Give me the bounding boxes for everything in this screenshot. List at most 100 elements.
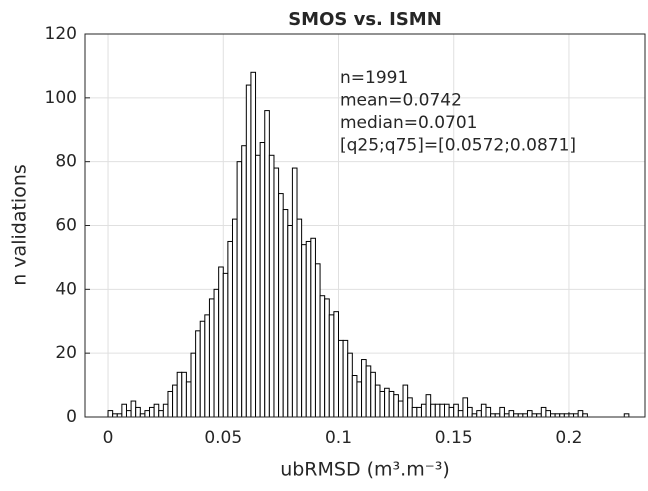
bar [420, 403, 427, 418]
bar [448, 406, 455, 418]
bar [379, 390, 386, 418]
bar [144, 410, 151, 418]
bar [467, 406, 473, 418]
bar [402, 384, 409, 418]
bar [577, 410, 584, 418]
bar [333, 311, 339, 418]
bar [268, 154, 275, 418]
bar [149, 406, 155, 418]
bar [222, 272, 229, 418]
bar [208, 298, 215, 418]
x-tick-label: 0.1 [325, 428, 352, 448]
bar [314, 263, 321, 418]
bar [241, 145, 247, 418]
bar [328, 314, 335, 418]
bar [324, 298, 330, 418]
x-tick-label: 0.05 [204, 428, 242, 448]
y-tick-label: 20 [55, 343, 77, 363]
bar [153, 403, 160, 418]
bar [370, 371, 376, 418]
bar [176, 371, 183, 418]
bar [361, 359, 367, 418]
chart-title: SMOS vs. ISMN [288, 9, 442, 30]
bar [199, 320, 206, 418]
y-tick-label: 40 [55, 279, 77, 299]
bar [255, 154, 261, 418]
plot-frame [84, 33, 646, 418]
bar [172, 384, 178, 418]
bar [397, 400, 404, 418]
bar [158, 410, 164, 418]
bar [250, 71, 257, 418]
bar [388, 390, 395, 418]
bar [245, 84, 252, 418]
bar [407, 397, 413, 418]
bar [264, 110, 270, 418]
y-tick-label: 100 [45, 88, 77, 108]
x-tick-label: 0 [103, 428, 114, 448]
bar [457, 410, 464, 418]
y-tick-label: 60 [55, 216, 77, 236]
bar [540, 406, 547, 418]
bar [476, 410, 482, 418]
bar [185, 381, 192, 418]
bar [231, 218, 238, 418]
x-axis-label: ubRMSD (m³.m⁻³) [280, 459, 450, 481]
bar [227, 240, 233, 418]
bar [259, 142, 266, 418]
x-tick-label: 0.2 [555, 428, 582, 448]
bar [107, 410, 114, 418]
bar [508, 410, 515, 418]
bar [195, 330, 201, 418]
bar [218, 266, 224, 418]
bar [125, 410, 132, 418]
bar [439, 403, 446, 418]
bar [278, 193, 284, 418]
bar [121, 403, 127, 418]
bar [485, 406, 492, 418]
bar [287, 225, 293, 418]
annotation: mean=0.0742 [340, 91, 462, 111]
bar [273, 167, 280, 418]
bar [135, 406, 141, 418]
annotation: median=0.0701 [340, 113, 477, 133]
bar [190, 352, 197, 418]
bar [181, 371, 187, 418]
bar [384, 387, 390, 418]
bar [480, 403, 487, 418]
bar [434, 403, 441, 418]
bar [425, 394, 432, 418]
bar [167, 390, 174, 418]
bar [499, 406, 505, 418]
bar [411, 406, 418, 418]
bar [444, 403, 450, 418]
bar [393, 394, 399, 418]
bar [342, 339, 349, 418]
bar [291, 167, 298, 418]
y-tick-label: 120 [45, 24, 77, 44]
bar [453, 403, 459, 418]
annotation: n=1991 [340, 68, 408, 88]
bar [430, 403, 436, 418]
bar [462, 397, 469, 418]
x-tick-label: 0.15 [435, 428, 473, 448]
bar [305, 240, 312, 418]
bar [337, 339, 344, 418]
bar [545, 410, 552, 418]
bar [204, 314, 210, 418]
bar [526, 410, 533, 418]
y-tick-label: 0 [66, 407, 77, 427]
y-axis-label: n validations [9, 164, 31, 286]
bar [282, 209, 289, 418]
bar [356, 381, 363, 418]
bar [416, 406, 422, 418]
bar [213, 288, 220, 418]
bar [162, 403, 169, 418]
bar [236, 161, 243, 418]
bar [319, 295, 326, 418]
y-tick-label: 80 [55, 152, 77, 172]
bar [365, 365, 372, 418]
annotation: [q25;q75]=[0.0572;0.0871] [340, 136, 576, 156]
bar [130, 400, 137, 418]
